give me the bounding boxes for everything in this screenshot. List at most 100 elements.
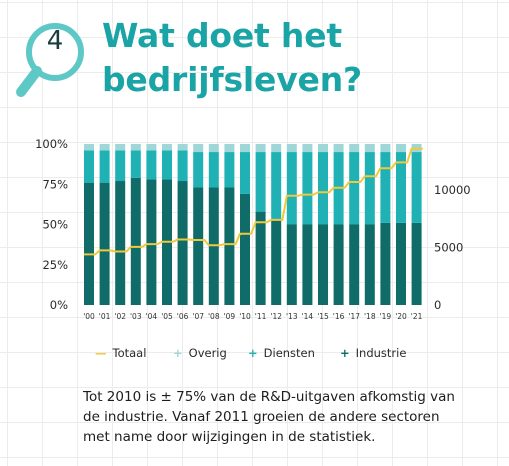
- bar-overig-4: [146, 144, 157, 151]
- bar-diensten-11: [255, 152, 266, 212]
- bar-industrie-6: [177, 181, 188, 305]
- x-tick-label: '05: [161, 312, 173, 321]
- bar-overig-7: [193, 144, 204, 153]
- bar-diensten-7: [193, 152, 204, 188]
- legend-line-icon: —: [95, 346, 107, 360]
- legend-item-totaal: — Totaal: [95, 346, 146, 360]
- bar-diensten-19: [380, 152, 391, 223]
- title-line-1: Wat doet het: [102, 16, 342, 55]
- bar-overig-13: [286, 144, 297, 153]
- x-tick-label: '11: [255, 312, 267, 321]
- x-tick-label: '20: [395, 312, 407, 321]
- chart-legend: — Totaal + Overig + Diensten + Industrie: [0, 346, 509, 366]
- bar-industrie-12: [271, 219, 282, 305]
- bar-diensten-8: [208, 152, 219, 188]
- bar-industrie-1: [99, 182, 110, 305]
- bar-overig-6: [177, 144, 188, 151]
- legend-plus-icon: +: [248, 346, 258, 360]
- bar-overig-14: [302, 144, 313, 153]
- caption-line-2: de industrie. Vanaf 2011 groeien de ande…: [83, 409, 440, 425]
- x-tick-label: '15: [317, 312, 329, 321]
- bar-industrie-20: [396, 222, 406, 305]
- x-tick-label: '06: [177, 312, 189, 321]
- legend-item-diensten: + Diensten: [248, 346, 315, 360]
- bar-industrie-8: [208, 187, 219, 305]
- bar-diensten-15: [318, 152, 328, 225]
- bar-overig-5: [162, 144, 172, 151]
- bar-diensten-12: [271, 152, 282, 220]
- legend-plus-icon: +: [340, 346, 350, 360]
- bar-diensten-4: [146, 150, 157, 180]
- bar-diensten-17: [349, 152, 360, 225]
- bar-industrie-4: [146, 179, 157, 305]
- x-tick-label: '19: [380, 312, 392, 321]
- legend-label-totaal: Totaal: [112, 346, 147, 360]
- x-tick-label: '07: [192, 312, 204, 321]
- bar-overig-1: [99, 144, 110, 151]
- legend-label-overig: Overig: [188, 346, 227, 360]
- bar-overig-12: [271, 144, 282, 153]
- magnifier-icon: [16, 23, 84, 97]
- bar-overig-11: [255, 144, 266, 153]
- x-tick-label: '03: [130, 312, 142, 321]
- bar-overig-20: [396, 144, 406, 153]
- caption-line-1: Tot 2010 is ± 75% van de R&D-uitgaven af…: [83, 389, 455, 405]
- x-tick-label: '02: [114, 312, 126, 321]
- left-axis-tick: 50%: [42, 218, 68, 232]
- bar-diensten-0: [84, 150, 94, 183]
- bar-industrie-13: [286, 224, 297, 305]
- x-tick-label: '21: [411, 312, 423, 321]
- bar-overig-10: [240, 144, 250, 153]
- bar-diensten-21: [411, 152, 422, 223]
- bar-diensten-20: [396, 152, 406, 223]
- x-tick-label: '18: [364, 312, 376, 321]
- bar-overig-17: [349, 144, 360, 153]
- bar-overig-8: [208, 144, 219, 153]
- bar-industrie-14: [302, 224, 313, 305]
- bar-industrie-0: [84, 182, 94, 305]
- bar-industrie-19: [380, 222, 391, 305]
- bar-overig-9: [224, 144, 235, 153]
- bar-overig-18: [364, 144, 375, 153]
- bar-overig-3: [130, 144, 141, 151]
- left-axis-tick: 0%: [50, 298, 68, 312]
- page-title: Wat doet het bedrijfsleven?: [102, 14, 362, 102]
- x-tick-label: '10: [239, 312, 251, 321]
- left-axis-tick: 75%: [42, 177, 68, 191]
- bar-diensten-2: [115, 150, 126, 182]
- bar-industrie-3: [130, 177, 141, 305]
- bar-diensten-10: [240, 152, 250, 194]
- bar-overig-2: [115, 144, 126, 151]
- bar-overig-19: [380, 144, 391, 153]
- x-tick-label: '13: [286, 312, 298, 321]
- right-axis-tick: 5000: [434, 241, 463, 255]
- bar-industrie-21: [411, 222, 422, 305]
- rd-expenditure-chart: '00 '01'02 '03 '04'05 '06'07 '08 '09'10 '11'12 '…: [35, 137, 470, 321]
- bar-industrie-10: [240, 193, 250, 305]
- bar-diensten-1: [99, 150, 110, 183]
- x-tick-label: '00: [83, 312, 95, 321]
- bar-overig-0: [84, 144, 94, 151]
- bar-overig-16: [333, 144, 344, 153]
- left-axis-tick: 100%: [35, 137, 68, 151]
- x-tick-label: '16: [333, 312, 345, 321]
- bar-diensten-14: [302, 152, 313, 225]
- section-number: 4: [46, 26, 64, 56]
- x-tick-label: '08: [208, 312, 220, 321]
- legend-label-industrie: Industrie: [355, 346, 407, 360]
- legend-item-industrie: + Industrie: [340, 346, 406, 360]
- legend-label-diensten: Diensten: [263, 346, 315, 360]
- bar-industrie-15: [318, 224, 328, 305]
- bar-diensten-5: [162, 150, 172, 180]
- legend-plus-icon: +: [173, 346, 183, 360]
- bar-diensten-6: [177, 150, 188, 182]
- bar-industrie-7: [193, 187, 204, 305]
- left-axis-tick: 25%: [42, 258, 68, 272]
- legend-item-overig: + Overig: [173, 346, 227, 360]
- bar-industrie-18: [364, 224, 375, 305]
- x-tick-label: '09: [224, 312, 236, 321]
- bar-industrie-2: [115, 181, 126, 305]
- header: 4 Wat doet het bedrijfsleven?: [0, 0, 509, 135]
- bar-industrie-17: [349, 224, 360, 305]
- bar-industrie-16: [333, 224, 344, 305]
